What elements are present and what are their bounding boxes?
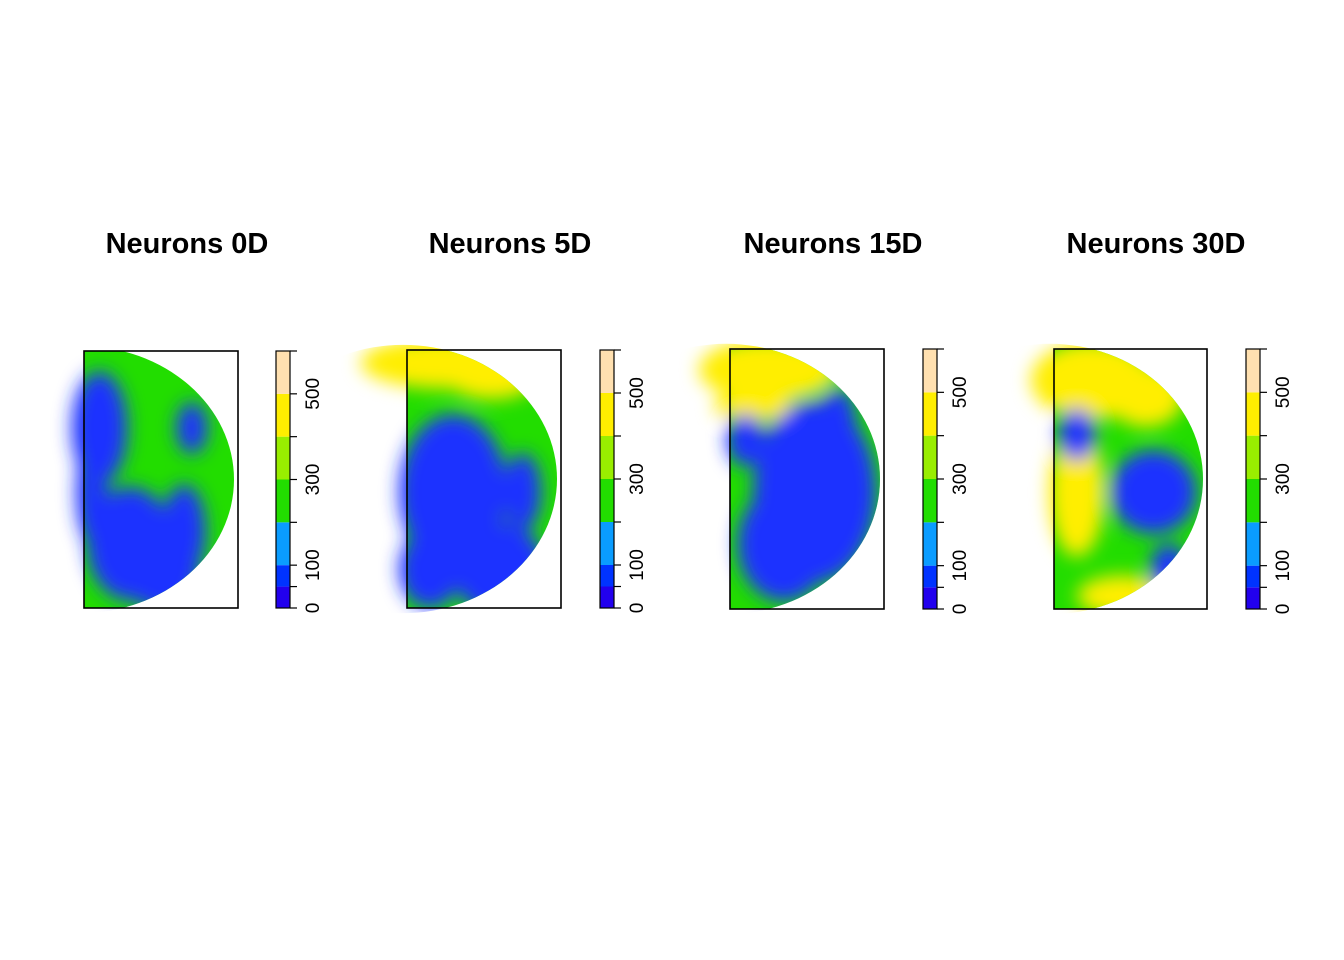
colorbar-segment <box>276 436 290 480</box>
colorbar-segment <box>923 587 937 609</box>
colorbar-tick-label: 100 <box>303 549 324 581</box>
panel-title: Neurons 5D <box>429 228 592 260</box>
colorbar-tick-label: 500 <box>303 378 324 410</box>
heatmap-region <box>76 440 108 544</box>
colorbar-tick-label: 500 <box>627 377 648 409</box>
heatmap-region <box>1049 427 1105 557</box>
heatmap-field <box>699 343 880 609</box>
colorbar-tick-label: 100 <box>950 550 971 582</box>
heatmap-field <box>71 351 234 611</box>
heatmap-region <box>1107 364 1185 427</box>
heatmap-region <box>399 530 461 608</box>
heatmap-panel: Neurons 0D 0 100 300 500 <box>71 228 324 614</box>
heatmap-panel: Neurons 30D 0 100 300 500 <box>1031 228 1294 615</box>
heatmap-region <box>1150 544 1188 596</box>
colorbar-segment <box>1246 565 1260 588</box>
colorbar-segment <box>1246 587 1260 609</box>
colorbar-tick-label: 0 <box>950 604 971 615</box>
colorbar-tick-label: 100 <box>627 549 648 581</box>
colorbar-tick-label: 300 <box>303 464 324 496</box>
colorbar-segment <box>276 393 290 437</box>
colorbar-segment <box>276 351 290 394</box>
colorbar-segment <box>1246 392 1260 436</box>
plot-frame <box>83 350 239 609</box>
colorbar-segment <box>600 522 614 565</box>
heatmap-region <box>1058 408 1096 461</box>
colorbar-segment <box>923 392 937 436</box>
heatmap-region <box>162 484 206 578</box>
colorbar-segment <box>600 350 614 393</box>
colorbar-segment <box>600 436 614 479</box>
colorbar-tick-label: 300 <box>1273 463 1294 495</box>
colorbar-segment <box>276 479 290 523</box>
panel-title: Neurons 30D <box>1067 228 1246 260</box>
plot-frame <box>729 348 885 610</box>
heatmap-region <box>819 388 857 466</box>
colorbar-segment <box>276 586 290 608</box>
heatmap-region <box>714 390 792 422</box>
colorbar-tick-label: 500 <box>1273 376 1294 408</box>
heatmap-region <box>504 453 541 531</box>
plot-frame <box>406 349 562 609</box>
colorbar-segment <box>923 479 937 523</box>
panel-title: Neurons 0D <box>106 228 269 260</box>
colorbar-tick-label: 0 <box>303 603 324 614</box>
colorbar-segment <box>600 479 614 522</box>
heatmap-field <box>1031 343 1203 615</box>
heatmap-region <box>453 522 546 614</box>
heatmap-region <box>445 352 538 400</box>
colorbar-segment <box>276 522 290 566</box>
colorbar-segment <box>923 435 937 479</box>
colorbar-segment <box>1246 349 1260 393</box>
heatmap-region <box>176 402 208 454</box>
colorbar-segment <box>1246 522 1260 566</box>
colorbar-tick-label: 100 <box>1273 550 1294 582</box>
colorbar-tick-label: 0 <box>627 603 648 614</box>
heatmap-region <box>1076 575 1169 615</box>
colorbar-segment <box>923 565 937 588</box>
colorbar-tick-label: 300 <box>627 463 648 495</box>
colorbar-tick-label: 500 <box>950 376 971 408</box>
heatmap-panel: Neurons 15D 0 100 300 500 <box>699 228 971 614</box>
panel-title: Neurons 15D <box>744 228 923 260</box>
heatmap-panel: Neurons 5D 0 100 300 500 <box>360 228 648 614</box>
colorbar-segment <box>1246 479 1260 523</box>
heatmap-region <box>726 414 764 466</box>
colorbar-segment <box>1246 435 1260 479</box>
colorbar-segment <box>923 349 937 393</box>
heatmap-region <box>737 486 831 602</box>
colorbar-tick-label: 0 <box>1273 604 1294 615</box>
heatmap-region <box>699 343 838 401</box>
colorbar-segment <box>600 565 614 587</box>
colorbar-segment <box>600 393 614 436</box>
colorbar-segment <box>923 522 937 566</box>
heatmap-region <box>1110 450 1197 534</box>
colorbar-segment <box>276 565 290 587</box>
plot-frame <box>1053 348 1208 610</box>
colorbar-segment <box>600 586 614 608</box>
heatmap-field <box>360 344 557 614</box>
colorbar-tick-label: 300 <box>950 463 971 495</box>
